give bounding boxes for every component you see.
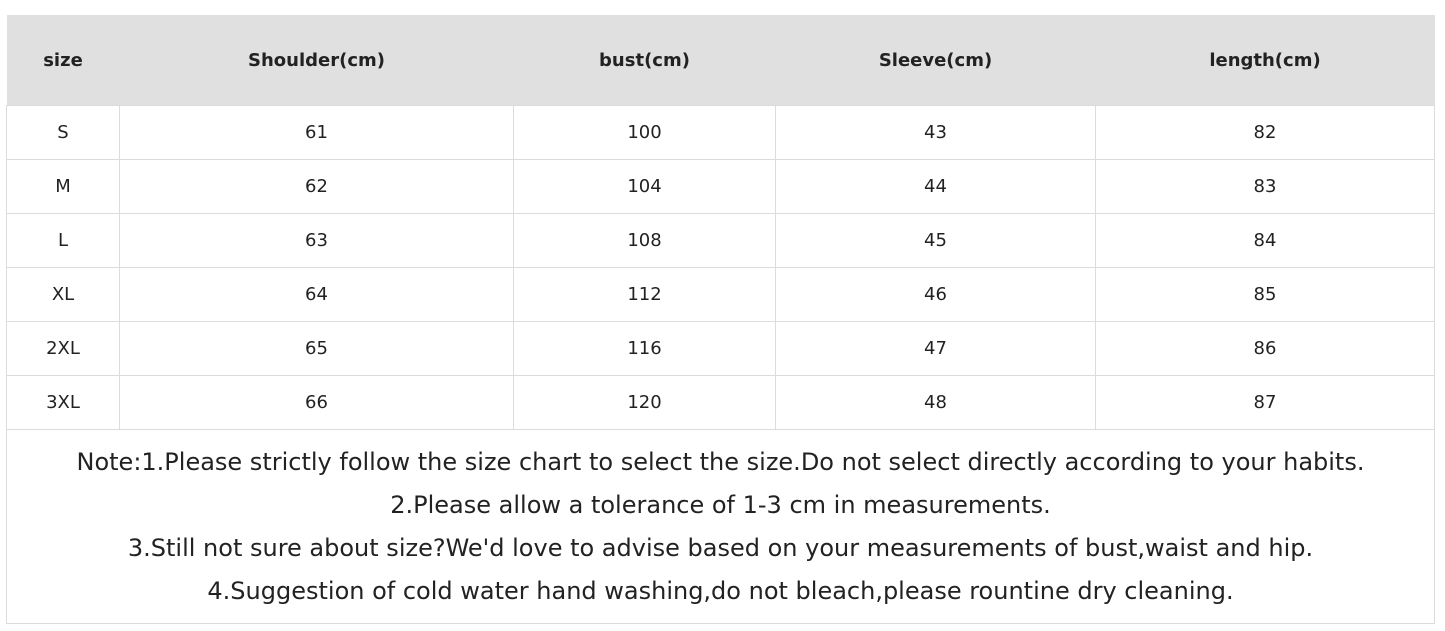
table-cell: 83 — [1095, 159, 1435, 214]
table-cell: 48 — [775, 375, 1096, 430]
table-cell: 2XL — [6, 321, 120, 376]
table-cell: 44 — [775, 159, 1096, 214]
header-row: size Shoulder(cm) bust(cm) Sleeve(cm) length… — [6, 15, 1435, 106]
table-cell: 85 — [1095, 267, 1435, 322]
table-cell: 116 — [513, 321, 776, 376]
table-cell: 104 — [513, 159, 776, 214]
table-cell: 47 — [775, 321, 1096, 376]
table-cell: S — [6, 105, 120, 160]
table-cell: XL — [6, 267, 120, 322]
table-cell: 45 — [775, 213, 1096, 268]
table-cell: 65 — [119, 321, 514, 376]
table-cell: 82 — [1095, 105, 1435, 160]
table-cell: 64 — [119, 267, 514, 322]
table-cell: 108 — [513, 213, 776, 268]
table-cell: 120 — [513, 375, 776, 430]
table-cell: 63 — [119, 213, 514, 268]
table-cell: 46 — [775, 267, 1096, 322]
note-line: Note:1.Please strictly follow the size c… — [76, 447, 1365, 476]
note-line: 2.Please allow a tolerance of 1-3 cm in … — [390, 490, 1051, 519]
note-line: 3.Still not sure about size?We'd love to… — [127, 533, 1314, 562]
note-line: 4.Suggestion of cold water hand washing,… — [207, 576, 1234, 605]
table-cell: 100 — [513, 105, 776, 160]
column-header: Sleeve(cm) — [775, 15, 1096, 106]
table-cell: 86 — [1095, 321, 1435, 376]
table-row: 2XL 65 116 47 86 — [6, 321, 1435, 376]
table-cell: 3XL — [6, 375, 120, 430]
table-row: 3XL 66 120 48 87 — [6, 375, 1435, 430]
notes-cell: Note:1.Please strictly follow the size c… — [6, 429, 1435, 624]
column-header: size — [6, 15, 120, 106]
table-cell: 62 — [119, 159, 514, 214]
table-cell: 84 — [1095, 213, 1435, 268]
table-cell: M — [6, 159, 120, 214]
table-cell: 66 — [119, 375, 514, 430]
table-row: S 61 100 43 82 — [6, 105, 1435, 160]
size-chart-table: size Shoulder(cm) bust(cm) Sleeve(cm) length… — [6, 15, 1435, 624]
column-header: length(cm) — [1095, 15, 1435, 106]
table-row: M 62 104 44 83 — [6, 159, 1435, 214]
table-cell: 61 — [119, 105, 514, 160]
table-cell: L — [6, 213, 120, 268]
table-cell: 112 — [513, 267, 776, 322]
table-cell: 87 — [1095, 375, 1435, 430]
table-row: XL 64 112 46 85 — [6, 267, 1435, 322]
table-cell: 43 — [775, 105, 1096, 160]
table-row: L 63 108 45 84 — [6, 213, 1435, 268]
column-header: Shoulder(cm) — [119, 15, 514, 106]
column-header: bust(cm) — [513, 15, 776, 106]
